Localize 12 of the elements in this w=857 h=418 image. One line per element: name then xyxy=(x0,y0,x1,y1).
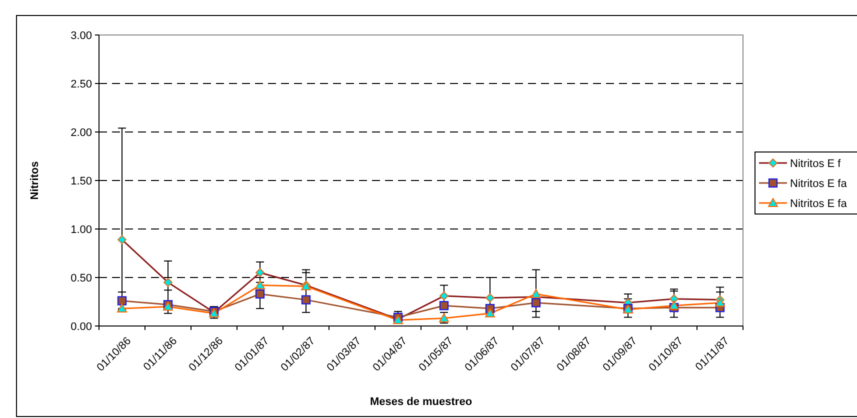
legend-label: Nitritos E f xyxy=(790,158,842,170)
y-tick-label: 3.00 xyxy=(70,30,92,42)
legend-label: Nitritos E fa xyxy=(790,198,848,210)
y-tick-label: 1.50 xyxy=(70,175,92,188)
y-tick-label: 0.50 xyxy=(70,272,92,284)
y-tick-label: 2.50 xyxy=(70,78,92,90)
y-tick-label: 2.00 xyxy=(70,126,92,139)
x-axis-title: Meses de muestreo xyxy=(370,396,472,408)
legend-label: Nitritos E fa xyxy=(790,178,848,190)
y-tick-label: 0.00 xyxy=(70,320,92,333)
y-tick-label: 1.00 xyxy=(70,224,92,236)
y-axis-title: Nitritos xyxy=(29,161,41,200)
